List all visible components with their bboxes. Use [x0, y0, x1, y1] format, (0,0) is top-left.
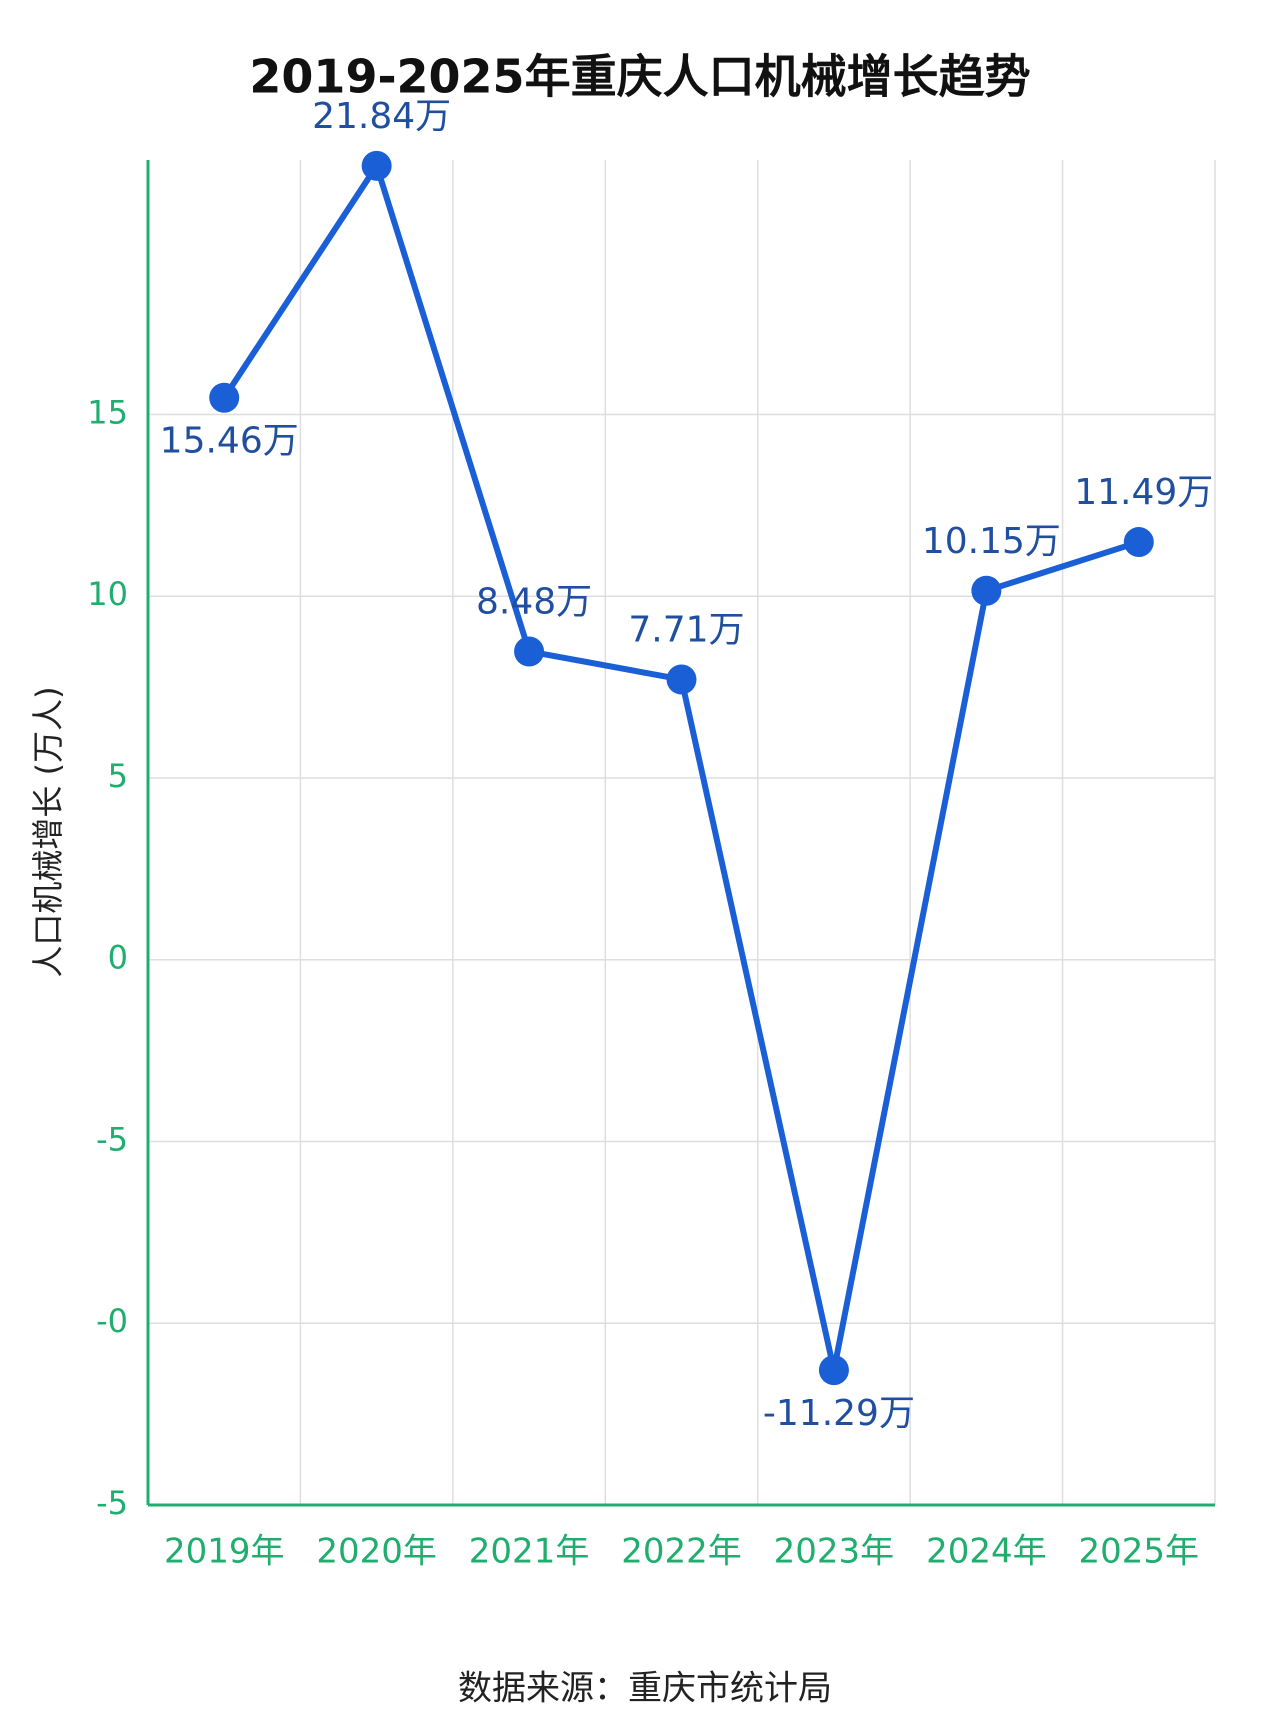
data-label: -11.29万	[763, 1393, 915, 1434]
data-point	[514, 636, 545, 667]
x-tick-label: 2021年	[469, 1532, 590, 1572]
data-label: 8.48万	[476, 581, 592, 622]
data-point	[1123, 527, 1154, 558]
y-tick-label: -5	[96, 1484, 128, 1522]
x-tick-label: 2025年	[1079, 1532, 1200, 1572]
data-label: 15.46万	[160, 421, 299, 462]
data-point	[818, 1355, 849, 1386]
y-tick-label: 0	[108, 939, 128, 977]
y-tick-label: 5	[108, 757, 128, 795]
data-point	[971, 575, 1002, 606]
chart-title: 2019-2025年重庆人口机械增长趋势	[249, 50, 1030, 104]
data-point	[666, 664, 697, 695]
data-label: 11.49万	[1074, 472, 1213, 513]
x-tick-label: 2020年	[316, 1532, 437, 1572]
y-tick-label: -5	[96, 1120, 128, 1158]
data-point	[361, 150, 392, 181]
x-tick-label: 2023年	[774, 1532, 895, 1572]
data-point	[209, 382, 240, 413]
x-tick-label: 2022年	[621, 1532, 742, 1572]
data-label: 10.15万	[922, 521, 1061, 562]
x-tick-label: 2024年	[926, 1532, 1047, 1572]
y-tick-label: -0	[96, 1302, 128, 1340]
source-note: 数据来源：重庆市统计局	[458, 1669, 832, 1709]
data-line	[221, 162, 1140, 1374]
x-tick-label: 2019年	[164, 1532, 285, 1572]
data-label: 21.84万	[312, 96, 451, 137]
y-tick-label: 15	[87, 393, 128, 431]
y-axis-label: 人口机械增长 (万人)	[29, 686, 67, 977]
data-label: 7.71万	[628, 609, 744, 650]
y-tick-label: 10	[87, 575, 128, 613]
